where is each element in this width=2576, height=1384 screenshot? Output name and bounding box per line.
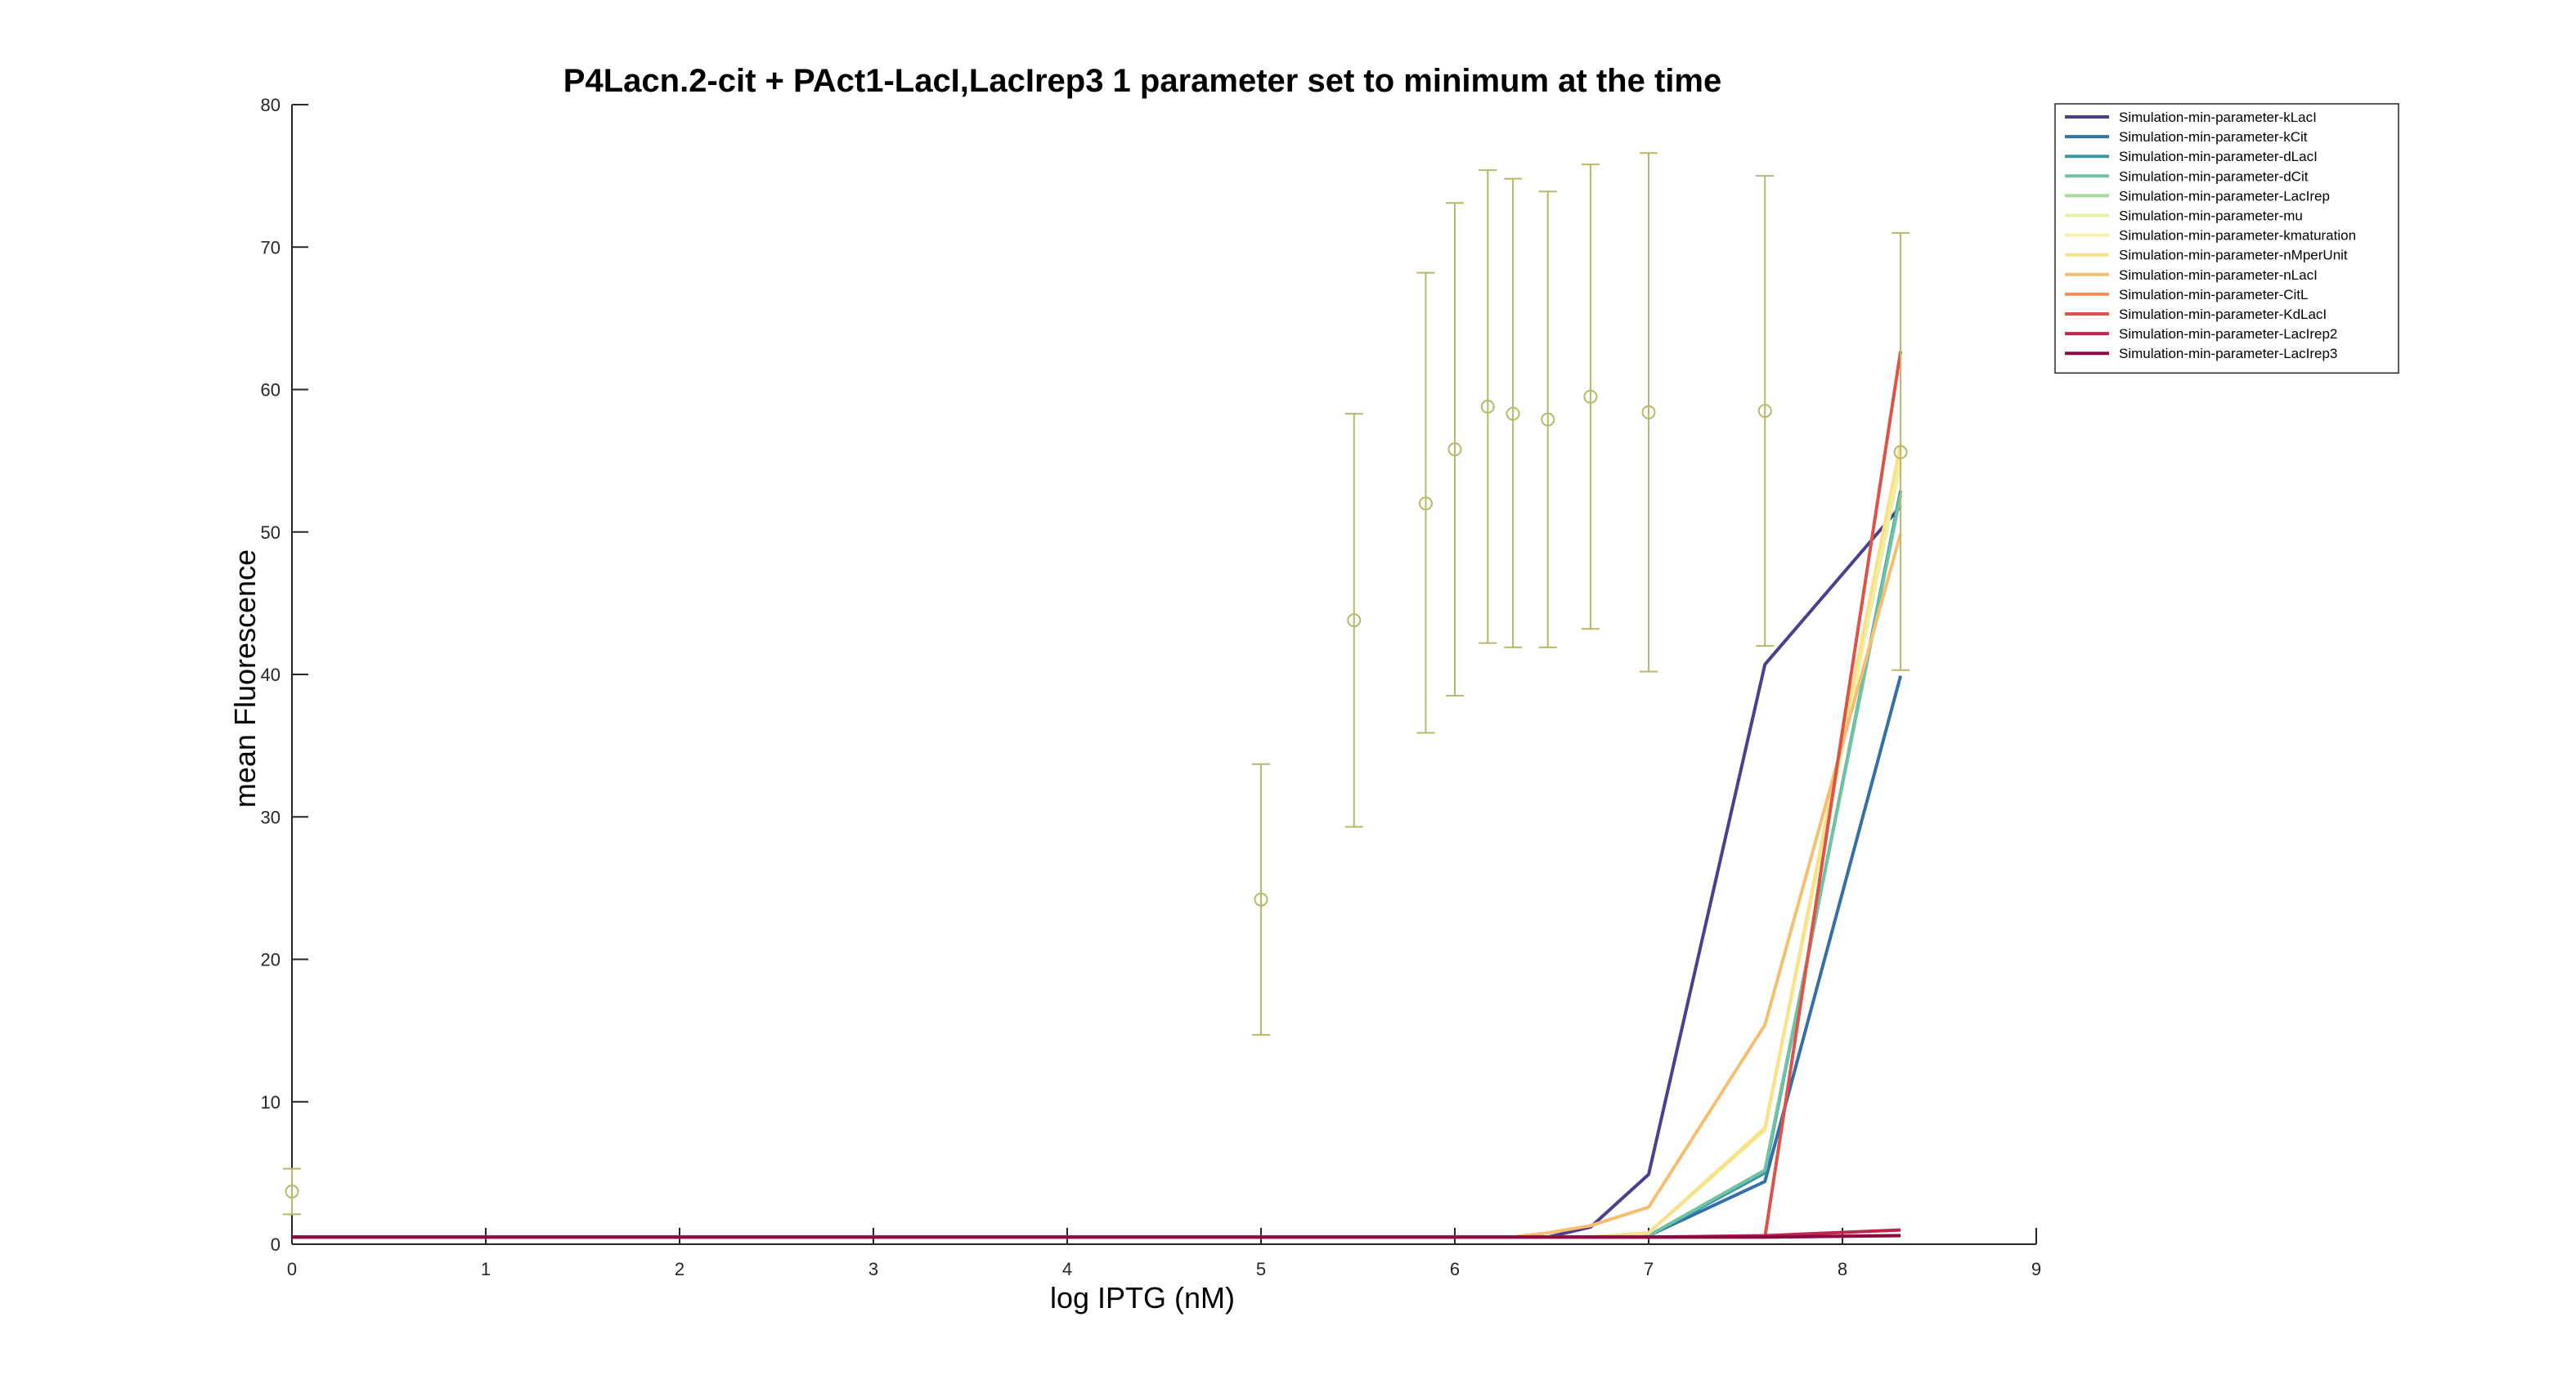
legend-label: Simulation-min-parameter-dLacI (2119, 149, 2318, 164)
legend-box (2054, 103, 2399, 374)
legend-label: Simulation-min-parameter-nLacI (2119, 267, 2318, 283)
x-tick-label: 3 (868, 1259, 878, 1279)
series-line (292, 1234, 1901, 1239)
data-point (285, 1185, 299, 1199)
data-point (1893, 445, 1908, 459)
plot-layer: 0 1 2 3 4 5 6 7 8 9 0 10 20 30 40 50 60 70 80 (261, 95, 2042, 1279)
y-tick-label: 70 (261, 237, 280, 258)
data-point (1541, 412, 1555, 427)
data-point (1347, 613, 1362, 628)
x-tick-label: 7 (1644, 1259, 1654, 1279)
data-point (1418, 496, 1433, 511)
x-tick-label: 0 (287, 1259, 297, 1279)
data-point (1757, 404, 1772, 419)
x-tick-label: 8 (1838, 1259, 1847, 1279)
y-tick-label: 60 (261, 380, 280, 401)
y-tick-label: 20 (261, 950, 280, 970)
x-tick-label: 9 (2031, 1259, 2041, 1279)
legend-label: Simulation-min-parameter-LacIrep (2119, 188, 2330, 204)
data-point (1480, 399, 1495, 414)
x-tick-label: 5 (1256, 1259, 1266, 1279)
data-point (1506, 406, 1520, 421)
x-tick-label: 4 (1062, 1259, 1072, 1279)
x-tick-label: 2 (675, 1259, 684, 1279)
y-tick-label: 50 (261, 522, 280, 543)
legend-label: Simulation-min-parameter-KdLacI (2119, 307, 2327, 322)
y-tick-label: 40 (261, 665, 280, 685)
data-point (1447, 442, 1462, 457)
legend: Simulation-min-parameter-kLacI Simulation… (2054, 103, 2399, 374)
legend-label: Simulation-min-parameter-kmaturation (2119, 228, 2356, 244)
legend-label: Simulation-min-parameter-LacIrep3 (2119, 346, 2337, 361)
data-point (1583, 389, 1598, 404)
legend-label: Simulation-min-parameter-kLacI (2119, 110, 2317, 125)
x-tick-label: 1 (481, 1259, 491, 1279)
legend-label: Simulation-min-parameter-nMperUnit (2119, 248, 2348, 263)
y-tick-label: 80 (261, 95, 280, 115)
legend-label: Simulation-min-parameter-CitL (2119, 287, 2308, 302)
x-tick-label: 6 (1450, 1259, 1460, 1279)
chart-title: P4Lacn.2-cit + PAct1-LacI,LacIrep3 1 par… (563, 63, 1721, 99)
legend-label: Simulation-min-parameter-LacIrep2 (2119, 326, 2337, 342)
y-axis-label: mean Fluorescence (228, 549, 262, 808)
y-tick-label: 10 (261, 1092, 280, 1113)
y-tick-label: 0 (271, 1234, 280, 1255)
legend-label: Simulation-min-parameter-mu (2119, 208, 2303, 224)
legend-label: Simulation-min-parameter-dCit (2119, 168, 2309, 184)
data-point (1254, 892, 1268, 907)
y-tick-label: 30 (261, 807, 280, 827)
x-axis-label: log IPTG (nM) (1050, 1281, 1235, 1315)
legend-label: Simulation-min-parameter-kCit (2119, 129, 2308, 145)
data-point (1641, 405, 1656, 419)
